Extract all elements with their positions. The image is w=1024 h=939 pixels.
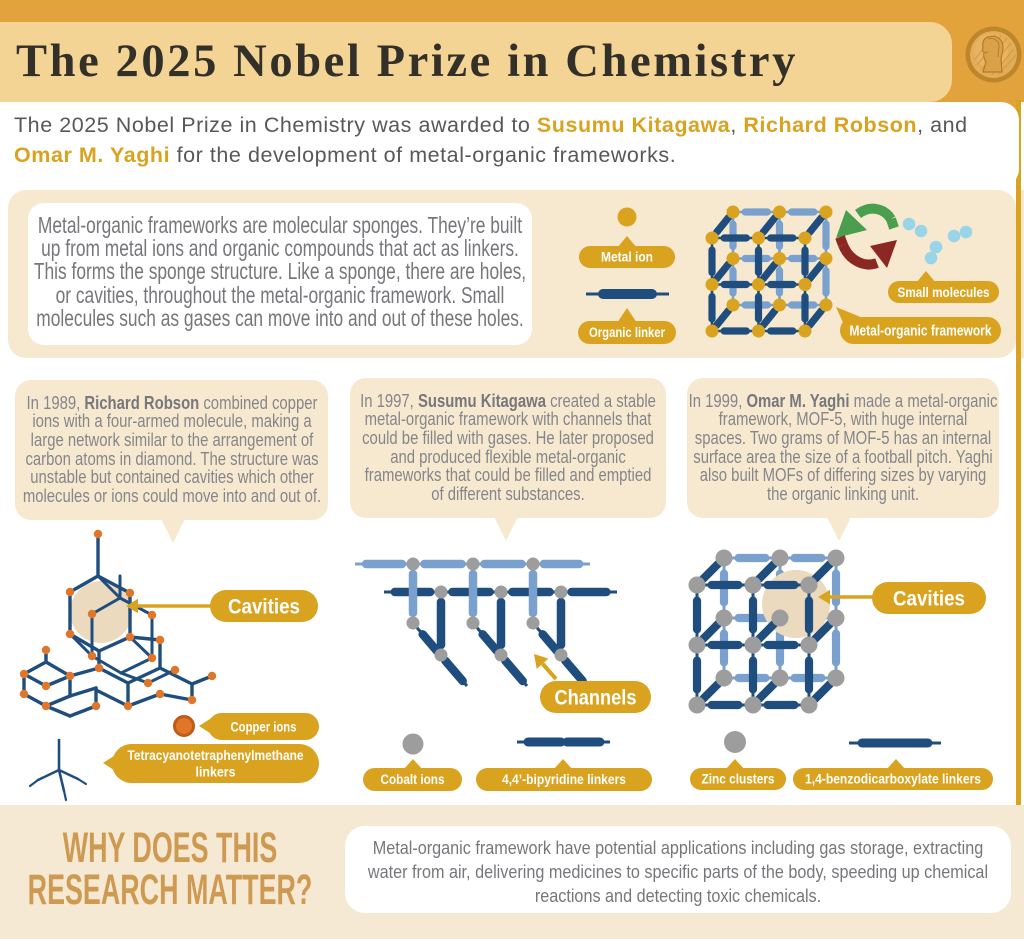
svg-text:Channels: Channels [555,686,637,709]
svg-text:Zinc clusters: Zinc clusters [702,772,775,787]
svg-text:Organic linker: Organic linker [589,325,666,340]
svg-text:1,4-benzodicarboxylate linkers: 1,4-benzodicarboxylate linkers [805,772,981,787]
svg-text:Small molecules: Small molecules [898,284,990,300]
svg-text:4,4’-bipyridine linkers: 4,4’-bipyridine linkers [502,772,626,787]
svg-text:Cobalt ions: Cobalt ions [381,772,445,787]
svg-text:Cavities: Cavities [228,595,300,618]
svg-text:Copper ions: Copper ions [231,718,297,734]
svg-text:linkers: linkers [196,765,236,780]
svg-text:Tetracyanotetraphenylmethane: Tetracyanotetraphenylmethane [128,748,304,763]
svg-text:Metal-organic framework: Metal-organic framework [850,324,993,340]
svg-text:Metal ion: Metal ion [601,250,653,265]
svg-text:Cavities: Cavities [893,587,965,610]
